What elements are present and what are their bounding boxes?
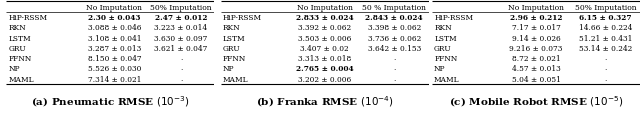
Text: (a) Pneumatic RMSE $(10^{-3})$: (a) Pneumatic RMSE $(10^{-3})$ [31, 94, 189, 108]
Text: 3.223 ± 0.014: 3.223 ± 0.014 [154, 24, 207, 32]
Text: GRU: GRU [8, 45, 26, 52]
Text: 3.642 ± 0.153: 3.642 ± 0.153 [367, 45, 420, 52]
Text: 2.30 ± 0.043: 2.30 ± 0.043 [88, 14, 141, 22]
Text: ·: · [180, 65, 182, 73]
Text: RKN: RKN [223, 24, 241, 32]
Text: 14.66 ± 0.224: 14.66 ± 0.224 [579, 24, 632, 32]
Text: HiP-RSSM: HiP-RSSM [223, 14, 262, 22]
Text: 3.630 ± 0.097: 3.630 ± 0.097 [154, 34, 208, 42]
Text: No Imputation: No Imputation [297, 4, 353, 12]
Text: 2.47 ± 0.012: 2.47 ± 0.012 [155, 14, 207, 22]
Text: 50% Imputation: 50% Imputation [150, 4, 212, 12]
Text: 9.216 ± 0.073: 9.216 ± 0.073 [509, 45, 563, 52]
Text: No Imputation: No Imputation [508, 4, 564, 12]
Text: LSTM: LSTM [434, 34, 457, 42]
Text: NP: NP [223, 65, 234, 73]
Text: RKN: RKN [434, 24, 452, 32]
Text: 3.736 ± 0.062: 3.736 ± 0.062 [367, 34, 420, 42]
Text: 4.57 ± 0.013: 4.57 ± 0.013 [511, 65, 561, 73]
Text: 7.17 ± 0.017: 7.17 ± 0.017 [511, 24, 561, 32]
Text: 3.621 ± 0.047: 3.621 ± 0.047 [154, 45, 208, 52]
Text: 2.843 ± 0.024: 2.843 ± 0.024 [365, 14, 423, 22]
Text: No Imputation: No Imputation [86, 4, 142, 12]
Text: GRU: GRU [434, 45, 452, 52]
Text: 3.392 ± 0.062: 3.392 ± 0.062 [298, 24, 351, 32]
Text: 9.14 ± 0.026: 9.14 ± 0.026 [511, 34, 561, 42]
Text: ·: · [393, 65, 396, 73]
Text: GRU: GRU [223, 45, 241, 52]
Text: RKN: RKN [8, 24, 26, 32]
Text: HiP-RSSM: HiP-RSSM [434, 14, 473, 22]
Text: FFNN: FFNN [223, 55, 246, 63]
Text: ·: · [180, 75, 182, 83]
Text: HiP-RSSM: HiP-RSSM [8, 14, 47, 22]
Text: ·: · [180, 55, 182, 63]
Text: LSTM: LSTM [8, 34, 31, 42]
Text: 3.287 ± 0.013: 3.287 ± 0.013 [88, 45, 141, 52]
Text: (c) Mobile Robot RMSE $(10^{-5})$: (c) Mobile Robot RMSE $(10^{-5})$ [449, 94, 623, 108]
Text: 5.04 ± 0.051: 5.04 ± 0.051 [511, 75, 561, 83]
Text: 6.15 ± 0.327: 6.15 ± 0.327 [579, 14, 632, 22]
Text: 3.313 ± 0.018: 3.313 ± 0.018 [298, 55, 351, 63]
Text: ·: · [393, 75, 396, 83]
Text: ·: · [604, 55, 607, 63]
Text: ·: · [604, 75, 607, 83]
Text: 7.314 ± 0.021: 7.314 ± 0.021 [88, 75, 141, 83]
Text: 50 % Imputation: 50 % Imputation [362, 4, 426, 12]
Text: MAML: MAML [223, 75, 248, 83]
Text: 3.503 ± 0.006: 3.503 ± 0.006 [298, 34, 351, 42]
Text: FFNN: FFNN [434, 55, 458, 63]
Text: 2.765 ± 0.004: 2.765 ± 0.004 [296, 65, 354, 73]
Text: 53.14 ± 0.242: 53.14 ± 0.242 [579, 45, 632, 52]
Text: NP: NP [8, 65, 20, 73]
Text: MAML: MAML [434, 75, 460, 83]
Text: 5.526 ± 0.030: 5.526 ± 0.030 [88, 65, 141, 73]
Text: 3.407 ± 0.02: 3.407 ± 0.02 [301, 45, 349, 52]
Text: ·: · [604, 65, 607, 73]
Text: LSTM: LSTM [223, 34, 246, 42]
Text: 50% Imputation: 50% Imputation [575, 4, 636, 12]
Text: 51.21 ± 0.431: 51.21 ± 0.431 [579, 34, 632, 42]
Text: 3.202 ± 0.006: 3.202 ± 0.006 [298, 75, 351, 83]
Text: (b) Franka RMSE $(10^{-4})$: (b) Franka RMSE $(10^{-4})$ [256, 94, 394, 108]
Text: 3.088 ± 0.046: 3.088 ± 0.046 [88, 24, 141, 32]
Text: 2.96 ± 0.212: 2.96 ± 0.212 [509, 14, 563, 22]
Text: 8.150 ± 0.047: 8.150 ± 0.047 [88, 55, 141, 63]
Text: NP: NP [434, 65, 445, 73]
Text: 8.72 ± 0.021: 8.72 ± 0.021 [512, 55, 560, 63]
Text: ·: · [393, 55, 396, 63]
Text: FFNN: FFNN [8, 55, 32, 63]
Text: 3.398 ± 0.062: 3.398 ± 0.062 [367, 24, 420, 32]
Text: MAML: MAML [8, 75, 34, 83]
Text: 3.108 ± 0.041: 3.108 ± 0.041 [88, 34, 141, 42]
Text: 2.833 ± 0.024: 2.833 ± 0.024 [296, 14, 354, 22]
